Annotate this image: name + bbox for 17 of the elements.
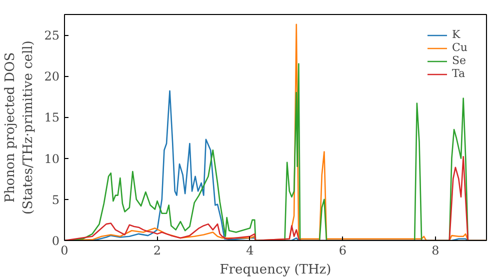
legend-label: K (452, 28, 462, 41)
y-tick-label: 5 (52, 192, 60, 207)
y-tick-label: 20 (44, 70, 60, 84)
y-tick-label: 25 (44, 28, 60, 43)
y-axis-title: Phonon projected DOS (States/THz·primitive cell) (3, 40, 36, 214)
y-tick-label: 10 (44, 152, 60, 166)
legend-label: Ta (452, 67, 466, 80)
x-tick-label: 8 (432, 244, 440, 258)
y-tick-label: 0 (52, 234, 60, 248)
x-tick-label: 6 (338, 244, 347, 258)
legend-label: Cu (452, 41, 469, 54)
legend-label: Se (452, 54, 468, 67)
y-tick-label: 15 (44, 110, 60, 125)
x-tick-label: 2 (153, 244, 162, 258)
x-axis-title: Frequency (THz) (220, 262, 332, 278)
x-tick-label: 4 (246, 244, 254, 258)
x-tick-label: 0 (60, 244, 68, 258)
